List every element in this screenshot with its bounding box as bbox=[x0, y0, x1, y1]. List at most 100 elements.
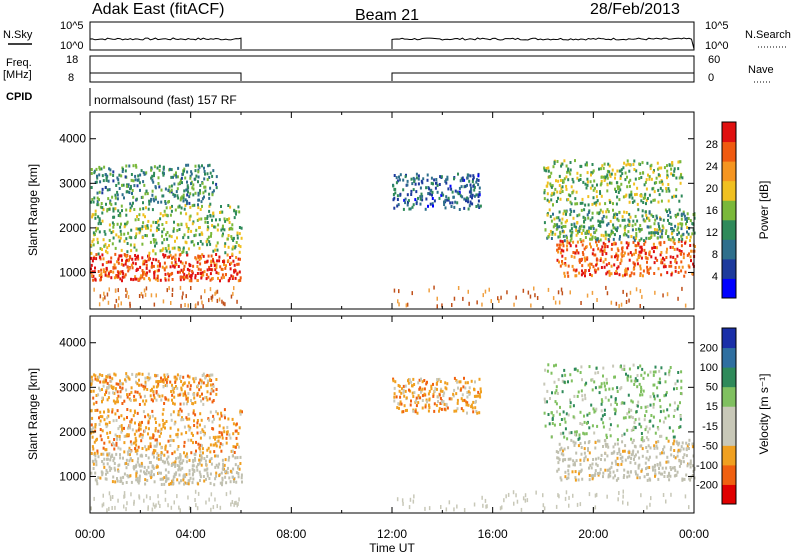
echo-cell-region-4 bbox=[566, 236, 568, 240]
y-tick-label-2000: 2000 bbox=[59, 425, 86, 439]
echo-cell-region-6 bbox=[450, 187, 453, 191]
echo-cell-region-1 bbox=[151, 409, 154, 413]
echo-cell-region-1 bbox=[154, 438, 157, 442]
echo-cell-region-1 bbox=[108, 207, 111, 211]
echo-cell-region-3 bbox=[627, 241, 630, 245]
echo-cell-region-5 bbox=[559, 197, 562, 201]
echo-cell-region-3 bbox=[580, 446, 583, 449]
echo-cell-region-1 bbox=[91, 416, 94, 420]
echo-cell-region-5 bbox=[607, 162, 610, 166]
echo-cell-region-5 bbox=[614, 176, 616, 180]
echo-cell-region-0 bbox=[182, 267, 185, 271]
echo-cell-region-0 bbox=[222, 465, 225, 469]
echo-cell-region-5 bbox=[601, 164, 604, 168]
echo-cell-region-1 bbox=[177, 409, 180, 413]
near-range-cell bbox=[628, 298, 630, 303]
echo-cell-region-4 bbox=[693, 231, 696, 235]
echo-cell-region-0 bbox=[210, 264, 213, 267]
echo-cell-region-1 bbox=[152, 249, 155, 253]
echo-cell-region-5 bbox=[640, 176, 643, 179]
echo-cell-region-3 bbox=[616, 463, 619, 466]
echo-cell-region-0 bbox=[194, 456, 196, 460]
nsky-panel-frame bbox=[89, 21, 695, 51]
echo-cell-region-3 bbox=[625, 272, 628, 276]
echo-cell-region-1 bbox=[178, 413, 181, 417]
echo-cell-region-2 bbox=[183, 167, 186, 171]
echo-cell-region-1 bbox=[223, 228, 226, 232]
echo-cell-region-5 bbox=[635, 192, 638, 196]
echo-cell-region-5 bbox=[595, 203, 598, 207]
echo-cell-region-6 bbox=[468, 204, 471, 208]
echo-cell-region-6 bbox=[468, 179, 471, 183]
echo-cell-region-1 bbox=[238, 426, 241, 430]
echo-cell-region-2 bbox=[130, 386, 133, 390]
echo-cell-region-2 bbox=[160, 398, 163, 402]
echo-cell-region-0 bbox=[165, 474, 168, 478]
echo-cell-region-1 bbox=[231, 252, 234, 256]
echo-cell-region-3 bbox=[674, 468, 677, 472]
echo-cell-region-6 bbox=[392, 193, 395, 196]
echo-cell-region-2 bbox=[100, 202, 103, 205]
near-range-cell bbox=[190, 286, 192, 290]
echo-cell-region-1 bbox=[230, 449, 233, 453]
echo-cell-region-0 bbox=[228, 455, 231, 459]
echo-cell-region-6 bbox=[463, 206, 466, 210]
echo-cell-region-4 bbox=[609, 434, 612, 438]
echo-cell-region-5 bbox=[655, 181, 658, 185]
echo-cell-region-2 bbox=[131, 372, 134, 376]
echo-cell-region-2 bbox=[118, 187, 121, 190]
echo-cell-region-4 bbox=[544, 228, 547, 232]
echo-cell-region-3 bbox=[614, 474, 616, 478]
echo-cell-region-1 bbox=[183, 451, 185, 455]
echo-cell-region-0 bbox=[94, 454, 97, 458]
echo-cell-region-0 bbox=[109, 260, 112, 264]
echo-cell-region-0 bbox=[125, 255, 128, 259]
echo-cell-region-5 bbox=[552, 165, 555, 169]
echo-cell-region-3 bbox=[655, 444, 658, 448]
echo-cell-region-0 bbox=[182, 459, 185, 463]
echo-cell-region-5 bbox=[586, 171, 589, 175]
echo-cell-region-5 bbox=[397, 384, 400, 387]
echo-cell-region-6 bbox=[477, 193, 480, 197]
echo-cell-region-4 bbox=[648, 231, 651, 235]
echo-cell-region-1 bbox=[165, 221, 168, 224]
echo-cell-region-4 bbox=[605, 377, 608, 381]
echo-cell-region-1 bbox=[212, 214, 215, 218]
echo-cell-region-3 bbox=[610, 247, 613, 251]
echo-cell-region-5 bbox=[476, 411, 479, 415]
near-range-cell bbox=[126, 290, 128, 295]
echo-cell-region-1 bbox=[115, 441, 118, 445]
echo-cell-region-5 bbox=[399, 400, 402, 404]
echo-cell-region-0 bbox=[230, 274, 233, 278]
echo-cell-region-4 bbox=[607, 398, 610, 402]
echo-cell-region-5 bbox=[395, 395, 398, 399]
echo-cell-region-4 bbox=[652, 373, 655, 377]
echo-cell-region-1 bbox=[202, 430, 205, 434]
echo-cell-region-4 bbox=[673, 387, 675, 391]
near-range-cell bbox=[453, 507, 455, 512]
echo-cell-region-2 bbox=[153, 199, 156, 203]
echo-cell-region-1 bbox=[235, 212, 237, 216]
echo-cell-region-5 bbox=[439, 389, 442, 393]
echo-cell-region-0 bbox=[228, 277, 231, 281]
echo-cell-region-1 bbox=[206, 448, 209, 452]
echo-cell-region-1 bbox=[142, 221, 145, 225]
echo-cell-region-1 bbox=[228, 433, 231, 437]
echo-cell-region-4 bbox=[543, 221, 546, 225]
echo-cell-region-3 bbox=[653, 272, 656, 275]
echo-cell-region-0 bbox=[113, 466, 116, 470]
echo-cell-region-5 bbox=[622, 195, 625, 199]
echo-cell-region-3 bbox=[691, 272, 694, 276]
near-range-cell bbox=[109, 495, 112, 500]
near-range-cell bbox=[115, 298, 118, 303]
echo-cell-region-1 bbox=[220, 210, 223, 214]
echo-cell-region-3 bbox=[566, 239, 569, 243]
echo-cell-region-1 bbox=[190, 431, 193, 435]
echo-cell-region-5 bbox=[457, 386, 459, 390]
echo-cell-region-4 bbox=[652, 231, 655, 235]
echo-cell-region-1 bbox=[126, 250, 129, 254]
echo-cell-region-6 bbox=[445, 195, 448, 199]
echo-cell-region-2 bbox=[116, 176, 119, 180]
echo-cell-region-0 bbox=[191, 467, 194, 471]
near-range-cell bbox=[500, 295, 502, 300]
